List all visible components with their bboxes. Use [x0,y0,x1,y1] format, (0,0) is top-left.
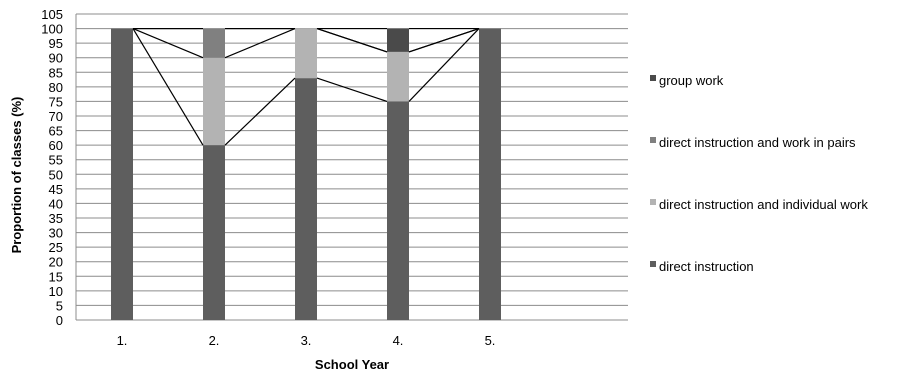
legend-label: group work [659,73,724,88]
x-axis-title: School Year [315,357,389,372]
y-tick-label: 25 [49,240,63,255]
x-tick-label: 1. [117,333,128,348]
legend-swatch [650,137,656,143]
y-tick-label: 95 [49,36,63,51]
y-tick-label: 20 [49,255,63,270]
series-line [408,28,480,102]
y-tick-label: 10 [49,284,63,299]
y-axis-title: Proportion of classes (%) [9,97,24,254]
y-tick-label: 15 [49,269,63,284]
y-tick-label: 105 [41,7,63,22]
y-tick-label: 70 [49,109,63,124]
legend-label: direct instruction [659,259,754,274]
y-tick-label: 65 [49,124,63,139]
bar-segment [295,28,317,79]
x-tick-label: 2. [209,333,220,348]
series-line [224,28,296,59]
y-tick-label: 100 [41,22,63,37]
series-lines [132,27,480,146]
y-tick-label: 75 [49,94,63,109]
bar-segment [387,28,409,52]
x-tick-label: 5. [485,333,496,348]
x-tick-labels: 1. 2. 3. 4. 5. [117,333,496,348]
y-tick-label: 85 [49,65,63,80]
y-tick-label: 35 [49,211,63,226]
gridlines [75,13,628,321]
bar-segment [203,145,225,320]
y-tick-label: 90 [49,51,63,66]
x-tick-label: 3. [301,333,312,348]
y-tick-label: 55 [49,153,63,168]
bar-segment [387,101,409,320]
bar-segment [203,57,225,146]
y-tick-label: 5 [56,298,63,313]
y-tick-label: 50 [49,167,63,182]
bar-segment [111,28,133,320]
legend: group work direct instruction and work in… [650,73,868,274]
legend-swatch [650,199,656,205]
y-tick-label: 45 [49,182,63,197]
x-tick-label: 4. [393,333,404,348]
series-line [132,28,204,146]
bars [111,28,501,320]
bar-segment [295,78,317,320]
legend-label: direct instruction and work in pairs [659,135,856,150]
y-tick-label: 30 [49,226,63,241]
y-tick-label: 60 [49,138,63,153]
y-tick-label: 0 [56,313,63,328]
bar-segment [203,28,225,58]
series-line [132,28,204,59]
bar-segment [479,28,501,320]
y-tick-label: 80 [49,80,63,95]
legend-swatch [650,75,656,81]
y-tick-labels: 0510152025303540455055606570758085909510… [41,7,63,328]
series-line [316,28,388,53]
series-line [408,28,480,53]
bar-segment [387,51,409,102]
y-tick-label: 40 [49,196,63,211]
legend-label: direct instruction and individual work [659,197,868,212]
series-line [224,77,296,146]
series-line [316,77,388,102]
legend-swatch [650,261,656,267]
